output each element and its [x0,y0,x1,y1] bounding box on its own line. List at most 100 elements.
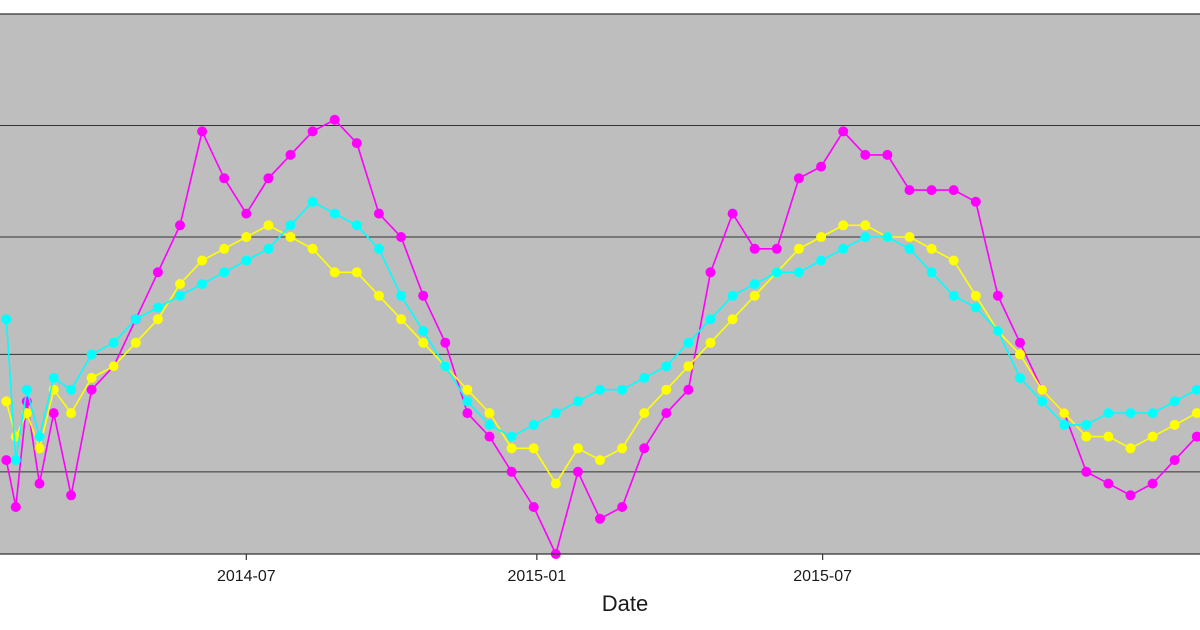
series-0-point-30 [617,502,628,512]
series-2-point-45 [948,290,959,301]
series-0-point-47 [992,290,1003,301]
series-0-point-41 [860,149,871,160]
series-0-point-53 [1125,490,1136,501]
series-2-point-29 [595,384,605,395]
series-2-point-25 [506,431,517,442]
series-2-point-43 [904,243,915,254]
series-0-point-37 [771,243,782,254]
series-1-point-30 [617,443,628,454]
series-2-point-42 [882,232,893,242]
series-1-point-36 [749,290,760,301]
series-1-point-53 [1125,443,1136,454]
series-0-point-18 [351,138,362,149]
series-0-point-21 [418,290,429,301]
series-1-point-17 [329,267,340,278]
series-0-point-31 [639,443,650,454]
series-0-point-5 [66,490,77,501]
series-1-point-6 [86,372,97,383]
series-0-point-19 [373,208,384,219]
series-1-point-49 [1037,384,1048,395]
series-1-point-14 [263,220,274,231]
series-2-point-8 [130,314,141,325]
series-2-point-48 [1015,372,1025,383]
series-1-point-18 [351,267,362,278]
series-0-point-10 [175,220,185,231]
series-1-point-51 [1081,431,1092,442]
series-2-point-24 [484,419,495,430]
series-2-point-20 [396,290,407,301]
series-1-point-35 [727,314,738,325]
series-2-point-35 [727,290,738,301]
series-2-point-52 [1103,408,1114,419]
series-2-point-6 [86,349,97,360]
series-0-point-1 [10,502,21,512]
series-0-point-0 [1,455,12,466]
series-1-point-16 [307,243,318,254]
series-1-point-52 [1103,431,1114,442]
series-0-point-43 [904,185,915,196]
series-1-point-43 [904,232,915,242]
series-1-point-28 [572,443,583,454]
series-0-point-28 [572,466,583,477]
series-1-point-40 [838,220,849,231]
series-0-point-33 [683,384,694,395]
series-2-point-19 [373,243,384,254]
series-0-point-52 [1103,478,1114,489]
series-1-point-24 [484,408,495,419]
series-2-point-13 [241,255,252,266]
series-1-point-7 [108,361,119,372]
series-0-point-48 [1015,337,1025,348]
series-2-point-9 [152,302,163,313]
series-2-point-38 [793,267,804,278]
series-1-point-56 [1191,408,1200,419]
series-2-point-3 [34,431,45,442]
series-2-point-46 [970,302,981,313]
series-1-point-13 [241,232,252,242]
series-0-point-36 [749,243,760,254]
series-2-point-39 [816,255,827,266]
series-0-point-29 [595,513,605,524]
series-2-point-47 [992,326,1003,336]
series-0-point-12 [219,173,230,184]
series-1-point-21 [418,337,429,348]
series-0-point-4 [48,408,59,419]
series-2-point-0 [1,314,12,325]
series-2-point-11 [197,279,208,289]
series-2-point-36 [749,279,760,289]
series-1-point-50 [1059,408,1070,419]
series-2-point-54 [1147,408,1158,419]
series-1-point-44 [926,243,937,254]
series-2-point-34 [705,314,716,325]
series-2-point-21 [418,326,429,336]
series-layer [1,114,1200,559]
series-1-point-33 [683,361,694,372]
series-2-point-44 [926,267,937,278]
series-1-point-25 [506,443,517,454]
gridlines [0,125,1200,473]
series-0-point-34 [705,267,716,278]
series-1-point-8 [130,337,141,348]
series-0-point-55 [1169,455,1180,466]
series-1-point-19 [373,290,384,301]
series-0-point-35 [727,208,738,219]
series-2-point-53 [1125,408,1136,419]
series-1-point-45 [948,255,959,266]
series-1-point-0 [1,396,12,407]
series-0-point-13 [241,208,252,219]
series-0-point-56 [1191,431,1200,442]
series-1-point-10 [175,279,185,289]
series-0-point-26 [528,502,539,512]
series-2-point-23 [462,396,473,407]
series-1-point-32 [661,384,672,395]
series-2-point-40 [838,243,849,254]
series-1-point-48 [1015,349,1025,360]
series-1-point-12 [219,243,230,254]
series-0-point-6 [86,384,97,395]
series-0-point-25 [506,466,517,477]
series-0-point-24 [484,431,495,442]
series-2 [1,196,1200,466]
series-2-point-33 [683,337,694,348]
series-0-point-39 [816,161,827,172]
series-2-point-26 [528,419,539,430]
